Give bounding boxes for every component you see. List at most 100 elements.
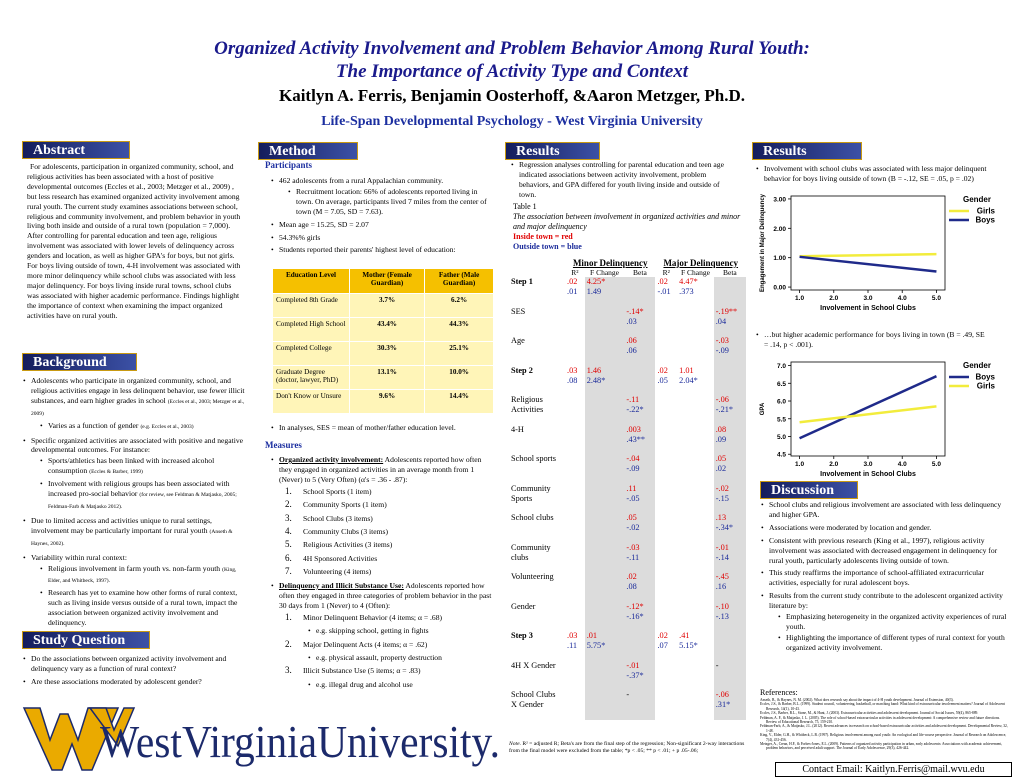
row-label: Volunteering: [511, 572, 554, 581]
reference: Metzger, A., Crean, H.F., & Forbes-Jones…: [760, 742, 1003, 751]
logo: WestVirginiaUniversity.: [22, 707, 500, 771]
y-tick-label: 6.5: [777, 380, 786, 387]
cell-value: -.15: [715, 493, 729, 503]
sub-list: Varies as a function of gender(e.g. Eccl…: [39, 421, 248, 433]
cell-value: .01: [586, 631, 598, 640]
title-line: Organized Activity Involvement and Probl…: [214, 38, 810, 59]
table-cell: -.12* -.16*: [624, 601, 656, 631]
row-label: SES: [511, 306, 526, 316]
item-text: Volunteering (4 items): [303, 567, 372, 577]
cell-value: .31*: [715, 700, 731, 709]
table-cell: [677, 336, 714, 366]
table-cell: 25.1%: [424, 341, 494, 366]
bullet-text: 462 adolescents from a rural Appalachian…: [279, 176, 444, 185]
table-cell: [565, 307, 585, 337]
table-cell: [677, 543, 714, 573]
item-number: 4.: [285, 525, 292, 536]
bullet: Recruitment location: 66% of adolescents…: [287, 187, 495, 217]
bullet: This study reaffirms the importance of s…: [760, 568, 1008, 588]
section-heading: Results: [752, 142, 862, 160]
table-cell: [565, 602, 585, 632]
y-tick-label: 5.0: [777, 434, 786, 441]
bullet-text: Emphasizing heterogeneity in the organiz…: [786, 612, 1007, 631]
bullet: Consistent with previous research (King …: [760, 536, 1008, 566]
table-cell: [677, 307, 714, 337]
numbered-item: 2. Community Sports (1 item): [279, 499, 495, 510]
cell-value: -.10: [715, 601, 729, 611]
table-cell: .41 5.15*: [677, 631, 714, 661]
y-tick-label: 0.00: [773, 284, 786, 291]
cell-value: 5.15*: [679, 641, 698, 650]
table-cell: [655, 572, 677, 602]
logo-mark: [88, 707, 136, 748]
table-cell: [565, 336, 585, 366]
bullet-text: Due to limited access and activities uni…: [31, 515, 212, 535]
table-row: Step 3.03.11.01 5.75* .02.07.41 5.15*: [509, 631, 746, 661]
bullet-text: Are these associations moderated by adol…: [31, 676, 202, 686]
reference: Anseth, B., & Haynes, N. M. (2002). What…: [760, 698, 954, 702]
table-cell: Completed College: [272, 341, 350, 366]
table-cell: -: [624, 690, 656, 720]
bullet: Highlighting the importance of different…: [777, 633, 1008, 653]
cell-value: .08: [626, 582, 637, 591]
table-cell: .02.05: [655, 366, 677, 396]
table-cell: [584, 572, 625, 602]
bullet: Are these associations moderated by adol…: [22, 677, 242, 687]
table-row: Completed 8th Grade 3.7% 6.2%: [272, 293, 494, 318]
x-tick-label: 3.0: [863, 295, 872, 302]
cell-value: -.02: [626, 523, 640, 532]
y-axis-label: GPA: [760, 402, 766, 415]
participants-list: 462 adolescents from a rural Appalachian…: [270, 176, 495, 258]
table-cell: Don't Know or Unsure: [272, 389, 350, 414]
reference: Feldman-Farb, A., & Matjasko, J.L. (2012…: [760, 724, 1008, 733]
table-row: Step 2.03.08 1.46 2.48* .02.05 1.01 2.04*: [509, 365, 746, 396]
table-cell: -.04 -.09: [624, 454, 656, 484]
table-cell: [584, 513, 625, 543]
bullet-text: Consistent with previous research (King …: [769, 535, 998, 565]
numbered-list: 1. Minor Delinquent Behavior (4 items; α …: [279, 612, 495, 690]
cell-value: -.14: [715, 552, 729, 562]
citation: (Eccles et al., 2003; Metzger et al., 20…: [31, 398, 245, 417]
bullet-text: e.g. physical assault, property destruct…: [316, 653, 442, 662]
table-cell: [677, 484, 714, 514]
x-tick-label: 2.0: [829, 461, 838, 468]
bullet-text: 54.3%% girls: [279, 232, 321, 242]
bullet: Varies as a function of gender(e.g. Eccl…: [39, 421, 248, 433]
table-row: Religious Activities -.11 -.22* -.06 -.21*: [509, 395, 746, 425]
cell-value: -: [715, 660, 719, 670]
item-text: Community Clubs (3 items): [303, 526, 389, 536]
column-header: R²: [571, 268, 579, 277]
bullet-text: This study reaffirms the importance of s…: [769, 568, 985, 588]
reference: King, V., Elder, G.H., & Whitbeck, L.B. …: [760, 733, 1007, 742]
table-row: Don't Know or Unsure 9.6% 14.4%: [272, 389, 494, 414]
table-cell: [713, 277, 746, 307]
x-axis-label: Involvement in School Clubs: [820, 471, 916, 478]
table-row: R² F Change Beta R² F Change Beta: [509, 268, 746, 277]
bullet-text: Specific organized activities are associ…: [31, 435, 243, 455]
table-cell: [584, 454, 625, 484]
cell-value: -.09: [715, 346, 729, 355]
subheading: Participants: [265, 160, 312, 170]
cell-value: .09: [715, 434, 727, 444]
table-cell: .02.08: [624, 572, 656, 602]
bullet-text: Involvement with religious groups has be…: [48, 479, 230, 499]
table-cell: 10.0%: [424, 365, 494, 390]
item-number: 6.: [285, 552, 292, 563]
table-cell: .03.08: [565, 366, 585, 396]
table-row: Minor Delinquency Major Delinquency: [509, 258, 746, 268]
cell-value: 1.49: [586, 287, 602, 296]
cell-value: -.11: [626, 552, 640, 562]
table-cell: [677, 690, 714, 720]
x-axis-label: Involvement in School Clubs: [820, 305, 916, 312]
table-cell: -.14* .03: [624, 306, 656, 336]
numbered-item: 5. Religious Activities (3 items): [279, 539, 495, 550]
table-row: Age .06.06 -.03 -.09: [509, 336, 746, 366]
row-label: Community Sports: [511, 483, 551, 503]
cell-value: -.06: [715, 395, 729, 404]
row-label: School sports: [511, 454, 556, 463]
ses-note: In analyses, SES = mean of mother/father…: [270, 423, 495, 436]
affiliation: Life-Span Developmental Psychology - Wes…: [321, 114, 703, 129]
data-line: [799, 252, 937, 258]
legend-outside: Outside town = blue: [513, 242, 582, 251]
